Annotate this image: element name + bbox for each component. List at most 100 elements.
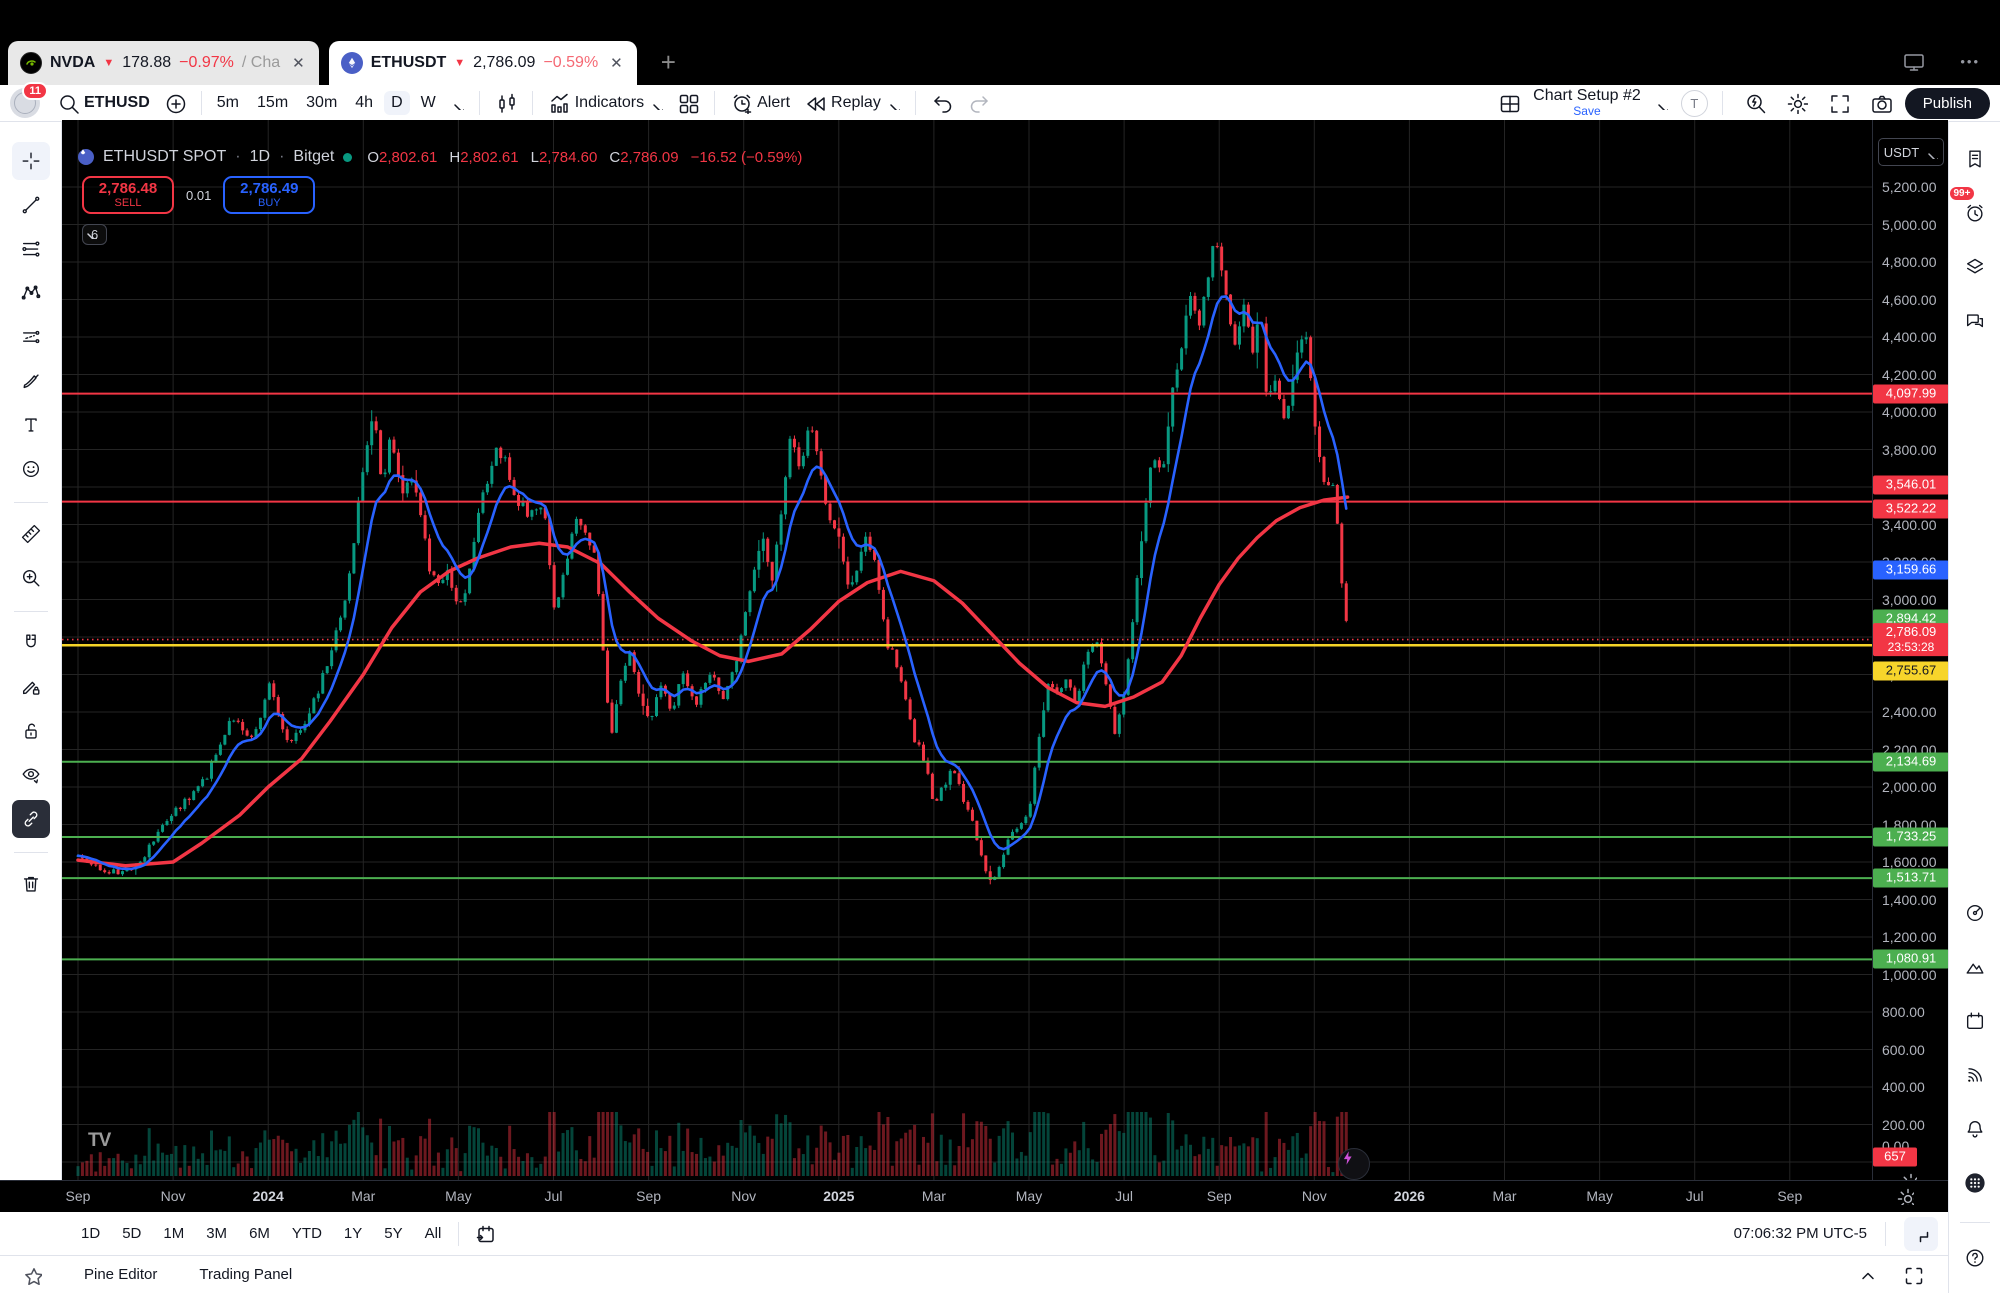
range-6M[interactable]: 6M (249, 1225, 270, 1242)
tool-ruler[interactable] (12, 515, 50, 553)
tool-long-position[interactable] (12, 318, 50, 356)
display-icon[interactable] (1902, 50, 1925, 72)
flash-trade-button[interactable] (1338, 1148, 1370, 1180)
clock[interactable]: 07:06:32 PM UTC-5 (1733, 1225, 1867, 1242)
range-5Y[interactable]: 5Y (384, 1225, 403, 1242)
range-5D[interactable]: 5D (122, 1225, 142, 1242)
alert-label: Alert (757, 94, 791, 111)
tool-magnet[interactable] (12, 624, 50, 662)
compare-button[interactable] (157, 89, 193, 117)
range-1Y[interactable]: 1Y (343, 1225, 363, 1242)
divider (13, 611, 48, 612)
tool-text[interactable] (12, 406, 50, 444)
price-tick: 4,800.00 (1882, 254, 1937, 270)
object-collapse-button[interactable]: 6 (82, 224, 108, 245)
price-label-275567: 2,755.67 (1873, 661, 1949, 681)
layout-menu-button[interactable] (1647, 93, 1675, 113)
close-tab-icon[interactable]: ✕ (292, 55, 305, 72)
tool-remove-drawings[interactable] (12, 865, 50, 903)
indicators-button[interactable]: Indicators (541, 89, 670, 117)
fullscreen-button[interactable] (1821, 89, 1857, 117)
legend-symbol[interactable]: ETHUSDT SPOT (103, 148, 227, 165)
sidebar-watchlist-button[interactable] (1956, 140, 1994, 178)
indicator-templates-button[interactable] (670, 89, 706, 117)
price-axis[interactable]: USDT 0.00 200.00 400.00 600.00 800.00 1,000.0… (1872, 120, 1949, 1190)
calendar-goto-icon (477, 1225, 495, 1242)
chevron-up-icon[interactable] (1856, 1264, 1878, 1286)
go-to-date-button[interactable] (467, 1220, 503, 1248)
publish-button[interactable]: Publish (1904, 87, 1990, 119)
trading-panel-tab[interactable]: Trading Panel (199, 1266, 293, 1283)
tool-emoji[interactable] (12, 450, 50, 488)
tab-nvda[interactable]: NVDA ▼ 178.88 −0.97% / Cha ✕ (8, 41, 319, 85)
tool-drawing-lock[interactable] (12, 668, 50, 706)
sidebar-object-tree-button[interactable] (1956, 248, 1994, 286)
legend-exchange[interactable]: Bitget (293, 148, 335, 165)
user-avatar[interactable]: 11 (10, 82, 48, 118)
sidebar-calendar-button[interactable] (1956, 1002, 1994, 1040)
tool-hide-drawings[interactable] (12, 756, 50, 794)
tool-crosshair[interactable] (11, 142, 50, 180)
chart-style-button[interactable] (488, 89, 524, 117)
interval-D[interactable]: D (384, 91, 410, 115)
alert-button[interactable]: Alert (723, 89, 797, 117)
toolbar-right: Chart Setup #2 Save T Publish (1491, 87, 1990, 119)
price-chart[interactable] (62, 120, 1872, 1180)
tool-brush[interactable] (12, 362, 50, 400)
more-options-icon[interactable]: ••• (1960, 53, 1980, 69)
close-tab-icon[interactable]: ✕ (610, 55, 623, 72)
tradingview-logo[interactable]: TV (88, 1130, 111, 1151)
timezone-settings[interactable] (1896, 1187, 1914, 1205)
sidebar-gauge-button[interactable] (1956, 894, 1994, 932)
trial-badge[interactable]: T (1680, 89, 1708, 117)
tab-ethusdt[interactable]: ETHUSDT ▼ 2,786.09 −0.59% ✕ (328, 41, 637, 85)
chart-pane[interactable]: ETHUSDT SPOT · 1D · Bitget O2,802.61 H2,… (62, 120, 1872, 1180)
interval-5m[interactable]: 5m (216, 94, 240, 111)
undo-button[interactable] (924, 89, 960, 117)
legend-interval[interactable]: 1D (249, 148, 271, 165)
sidebar-notifications-button[interactable] (1956, 1110, 1994, 1148)
panel-toggle-button[interactable] (1904, 1216, 1938, 1251)
range-All[interactable]: All (424, 1225, 442, 1242)
tool-zoom-in[interactable] (12, 559, 50, 597)
time-axis[interactable]: Sep Nov 2024 Mar May Jul Sep Nov 2025 Mar May Jul Se… (0, 1180, 1948, 1212)
tool-trend-line[interactable] (12, 186, 50, 224)
currency-toggle[interactable]: USDT (1878, 138, 1944, 166)
sell-button[interactable]: 2,786.48 SELL (82, 176, 174, 214)
tool-lock-all[interactable] (12, 712, 50, 750)
interval-W[interactable]: W (420, 94, 436, 111)
interval-15m[interactable]: 15m (257, 94, 289, 111)
range-YTD[interactable]: YTD (291, 1225, 322, 1242)
buy-button[interactable]: 2,786.49 BUY (223, 176, 316, 214)
range-1D[interactable]: 1D (81, 1225, 101, 1242)
tool-sync-drawings[interactable] (11, 800, 50, 838)
sidebar-help-button[interactable] (1956, 1239, 1994, 1277)
sidebar-apps-button[interactable] (1956, 1164, 1994, 1202)
screenshot-button[interactable] (1863, 89, 1899, 117)
sidebar-chat-button[interactable] (1956, 302, 1994, 340)
range-bar: 1D 5D 1M 3M 6M YTD 1Y 5Y All 07:06:32 PM UTC-5 (0, 1212, 1948, 1256)
quick-search-button[interactable] (1737, 89, 1773, 117)
chart-setup-button[interactable]: Chart Setup #2 Save (1533, 87, 1641, 119)
settings-button[interactable] (1779, 89, 1815, 117)
save-label[interactable]: Save (1573, 104, 1601, 119)
interval-4h[interactable]: 4h (355, 94, 374, 111)
interval-menu-button[interactable] (443, 93, 471, 113)
symbol-search-button[interactable]: ETHUSD (50, 89, 157, 117)
redo-button[interactable] (960, 89, 996, 117)
favorites-star[interactable] (22, 1265, 42, 1285)
range-3M[interactable]: 3M (206, 1225, 228, 1242)
pine-editor-tab[interactable]: Pine Editor (84, 1266, 158, 1283)
sidebar-streams-button[interactable] (1956, 1056, 1994, 1094)
tool-xabcd-pattern[interactable] (12, 274, 50, 312)
new-tab-button[interactable]: + (660, 47, 676, 77)
sidebar-alerts-button[interactable]: 99+ (1949, 187, 1994, 232)
tool-fib-retracement[interactable] (12, 230, 50, 268)
sidebar-ideas-button[interactable] (1956, 948, 1994, 986)
expand-panel-icon[interactable] (1902, 1264, 1924, 1286)
replay-button[interactable]: Replay (797, 89, 907, 117)
range-1M[interactable]: 1M (163, 1225, 185, 1242)
interval-30m[interactable]: 30m (306, 94, 338, 111)
layout-button[interactable] (1491, 89, 1527, 117)
